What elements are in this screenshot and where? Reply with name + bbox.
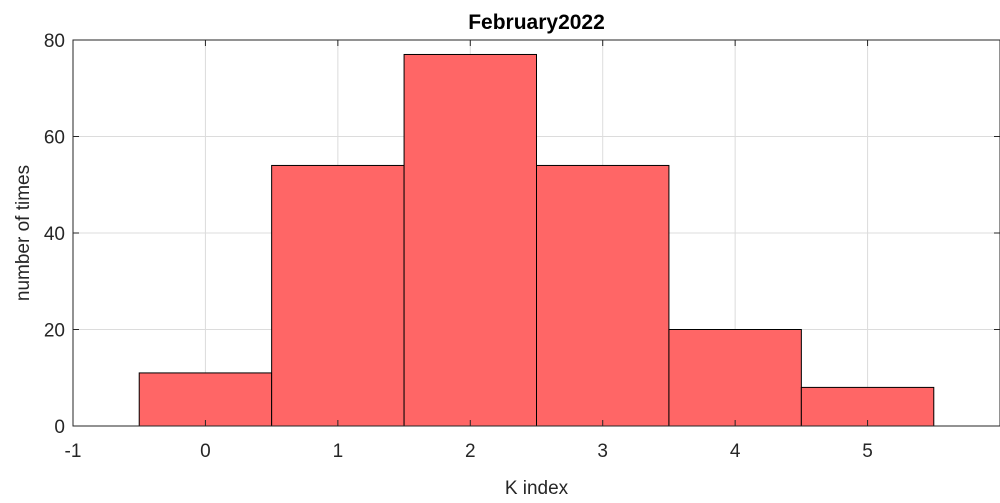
bar-k-4 <box>668 329 802 427</box>
bar-k-1 <box>271 164 405 427</box>
bar-k-3 <box>536 164 670 427</box>
x-tick-label: 4 <box>730 441 741 462</box>
x-axis-label: K index <box>505 478 569 499</box>
bar-k-2 <box>403 53 538 427</box>
x-tick-label: 3 <box>597 441 608 462</box>
x-tick-label: 5 <box>862 441 873 462</box>
y-tick-label: 0 <box>54 417 65 438</box>
bar-k-5 <box>800 386 935 427</box>
chart-title: February2022 <box>468 11 605 34</box>
x-tick-label: -1 <box>65 441 82 462</box>
x-tick-label: 2 <box>465 441 476 462</box>
y-tick-label: 60 <box>44 128 65 149</box>
y-axis-label: number of times <box>13 165 34 301</box>
x-tick-label: 0 <box>200 441 211 462</box>
bars <box>138 53 935 427</box>
y-tick-label: 40 <box>44 224 65 245</box>
x-tick-label: 1 <box>333 441 344 462</box>
y-tick-label: 80 <box>44 31 65 52</box>
y-tick-label: 20 <box>44 321 65 342</box>
bar-k-0 <box>138 372 273 427</box>
